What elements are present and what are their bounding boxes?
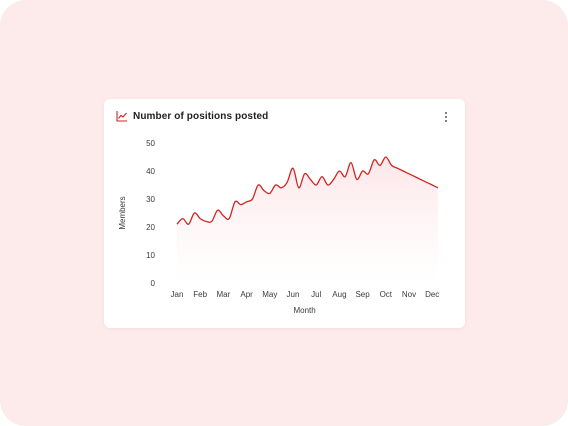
x-tick-label: Oct: [380, 290, 393, 299]
x-tick-label: Sep: [355, 290, 370, 299]
x-tick-label: Jan: [171, 290, 184, 299]
more-vertical-icon: [445, 112, 447, 114]
y-tick-label: 40: [146, 167, 155, 176]
y-tick-label: 30: [146, 195, 155, 204]
line-chart-icon: [116, 111, 127, 122]
chart-card: Number of positions posted 0 10 20 30 40 50 J…: [104, 99, 465, 328]
card-title: Number of positions posted: [133, 111, 269, 122]
x-tick-label: Nov: [402, 290, 416, 299]
x-tick-label: Apr: [240, 290, 253, 299]
x-tick-label: Feb: [193, 290, 207, 299]
x-tick-label: Dec: [425, 290, 439, 299]
y-axis-ticks: 0 10 20 30 40 50: [146, 139, 155, 288]
x-axis-label: Month: [293, 306, 315, 315]
menu-dot: [445, 116, 447, 118]
y-tick-label: 50: [146, 139, 155, 148]
menu-dot: [445, 120, 447, 122]
x-axis-ticks: Jan Feb Mar Apr May Jun Jul Aug Sep Oct Nov Dec: [171, 290, 440, 299]
x-tick-label: May: [262, 290, 277, 299]
x-tick-label: Jul: [311, 290, 321, 299]
y-tick-label: 10: [146, 251, 155, 260]
x-tick-label: Aug: [332, 290, 346, 299]
x-tick-label: Mar: [217, 290, 231, 299]
x-tick-label: Jun: [287, 290, 300, 299]
y-tick-label: 20: [146, 223, 155, 232]
y-tick-label: 0: [151, 279, 156, 288]
series-line: [176, 156, 439, 225]
more-options-button[interactable]: [440, 109, 452, 125]
line-chart: 0 10 20 30 40 50 Jan Feb Mar Apr May Jun Jul Aug Sep O…: [118, 139, 440, 315]
y-axis-label: Members: [118, 196, 127, 229]
series-area: [177, 157, 438, 283]
